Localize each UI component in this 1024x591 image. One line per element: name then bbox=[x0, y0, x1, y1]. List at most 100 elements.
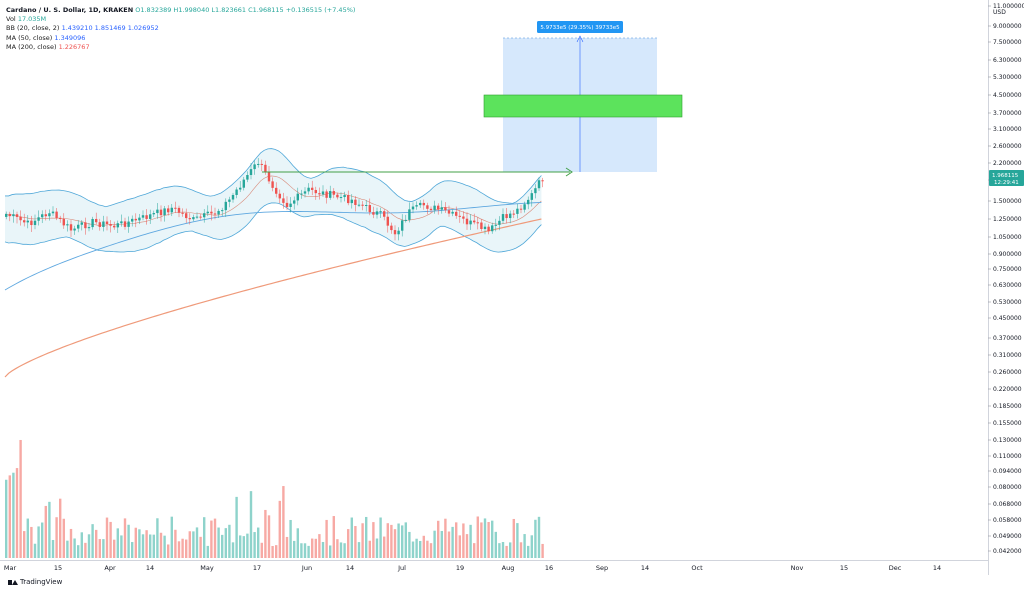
candle-body[interactable] bbox=[149, 214, 152, 219]
candle-body[interactable] bbox=[429, 208, 433, 211]
candle-body[interactable] bbox=[365, 205, 368, 207]
last-price-tag[interactable] bbox=[989, 170, 1024, 186]
candle-body[interactable] bbox=[242, 179, 245, 188]
candle-body[interactable] bbox=[451, 211, 454, 214]
candle-body[interactable] bbox=[23, 220, 26, 223]
candle-body[interactable] bbox=[465, 218, 469, 225]
candle-body[interactable] bbox=[138, 217, 141, 221]
candle-body[interactable] bbox=[134, 218, 137, 221]
candle-body[interactable] bbox=[343, 195, 346, 198]
candle-body[interactable] bbox=[408, 209, 411, 220]
candle-body[interactable] bbox=[303, 191, 307, 194]
candle-body[interactable] bbox=[177, 207, 181, 213]
legend-bb-row[interactable]: BB (20, close, 2) 1.439210 1.851469 1.02… bbox=[6, 24, 355, 33]
candle-body[interactable] bbox=[311, 187, 314, 190]
candle-body[interactable] bbox=[116, 223, 119, 228]
price-axis[interactable]: 11.000000 9.000000 7.500000 6.300000 5.30000… bbox=[988, 3, 1024, 555]
candle-body[interactable] bbox=[109, 224, 112, 226]
candle-body[interactable] bbox=[379, 211, 382, 213]
candle-body[interactable] bbox=[375, 211, 379, 215]
symbol-title[interactable]: Cardano / U. S. Dollar, 1D, KRAKEN bbox=[6, 6, 134, 14]
candle-body[interactable] bbox=[523, 204, 526, 210]
candle-body[interactable] bbox=[282, 198, 285, 203]
candle-body[interactable] bbox=[105, 221, 109, 225]
candle-body[interactable] bbox=[199, 216, 202, 218]
legend-volume-row[interactable]: Vol 17.035M bbox=[6, 15, 355, 24]
measure-label-box[interactable] bbox=[537, 21, 623, 33]
candle-body[interactable] bbox=[393, 230, 397, 235]
time-axis[interactable]: Mar 15 Apr 14 May 17 Jun 14 Jul 19 Aug 16 Sep 14 Oct No… bbox=[4, 564, 941, 572]
candle-body[interactable] bbox=[19, 216, 22, 221]
candle-body[interactable] bbox=[77, 224, 80, 229]
candle-body[interactable] bbox=[289, 203, 292, 207]
candle-body[interactable] bbox=[26, 220, 29, 223]
candle-body[interactable] bbox=[33, 220, 37, 226]
candle-body[interactable] bbox=[120, 221, 123, 224]
candle-body[interactable] bbox=[325, 191, 328, 198]
candle-body[interactable] bbox=[87, 227, 91, 229]
candle-body[interactable] bbox=[206, 211, 209, 214]
candle-body[interactable] bbox=[195, 216, 199, 218]
candle-body[interactable] bbox=[275, 187, 278, 194]
candle-body[interactable] bbox=[66, 224, 69, 226]
candle-body[interactable] bbox=[264, 164, 267, 172]
candle-body[interactable] bbox=[361, 204, 364, 206]
candle-body[interactable] bbox=[159, 209, 163, 216]
candle-body[interactable] bbox=[55, 211, 58, 218]
candle-body[interactable] bbox=[339, 197, 343, 199]
candle-body[interactable] bbox=[494, 224, 497, 226]
candle-body[interactable] bbox=[314, 189, 317, 194]
candle-body[interactable] bbox=[267, 171, 271, 182]
candle-body[interactable] bbox=[462, 216, 465, 219]
candle-body[interactable] bbox=[239, 187, 242, 190]
candle-body[interactable] bbox=[293, 200, 296, 204]
candle-body[interactable] bbox=[15, 214, 19, 217]
candle-body[interactable] bbox=[444, 207, 447, 211]
candle-body[interactable] bbox=[516, 208, 519, 214]
candle-body[interactable] bbox=[487, 226, 490, 232]
candle-body[interactable] bbox=[167, 208, 170, 213]
candle-body[interactable] bbox=[95, 218, 98, 223]
legend-ma50-row[interactable]: MA (50, close) 1.349096 bbox=[6, 34, 355, 43]
candle-body[interactable] bbox=[512, 213, 515, 215]
candle-body[interactable] bbox=[41, 214, 44, 218]
candle-body[interactable] bbox=[203, 213, 206, 218]
candle-body[interactable] bbox=[44, 214, 47, 217]
candle-body[interactable] bbox=[419, 202, 422, 206]
candle-body[interactable] bbox=[473, 220, 476, 223]
candle-body[interactable] bbox=[318, 193, 321, 195]
candle-body[interactable] bbox=[357, 204, 361, 206]
candle-body[interactable] bbox=[152, 213, 155, 215]
candle-body[interactable] bbox=[235, 189, 238, 195]
candle-body[interactable] bbox=[156, 209, 159, 214]
candle-body[interactable] bbox=[163, 208, 166, 216]
candle-body[interactable] bbox=[300, 193, 303, 195]
candle-body[interactable] bbox=[397, 230, 400, 235]
candle-body[interactable] bbox=[84, 222, 87, 229]
candle-body[interactable] bbox=[62, 218, 65, 226]
candle-body[interactable] bbox=[257, 163, 260, 165]
candle-body[interactable] bbox=[350, 199, 353, 204]
candle-body[interactable] bbox=[5, 213, 8, 217]
candle-body[interactable] bbox=[278, 193, 281, 199]
candle-body[interactable] bbox=[80, 222, 83, 225]
candle-body[interactable] bbox=[69, 224, 73, 231]
candle-body[interactable] bbox=[368, 205, 371, 213]
candle-body[interactable] bbox=[181, 212, 184, 214]
candle-body[interactable] bbox=[210, 211, 213, 214]
candle-body[interactable] bbox=[469, 220, 472, 225]
candle-body[interactable] bbox=[174, 207, 177, 209]
candle-body[interactable] bbox=[491, 225, 494, 232]
candle-body[interactable] bbox=[246, 175, 249, 180]
candle-body[interactable] bbox=[415, 205, 418, 207]
candle-body[interactable] bbox=[231, 194, 235, 200]
target-zone-box[interactable] bbox=[483, 94, 683, 118]
candle-body[interactable] bbox=[170, 207, 173, 213]
candle-body[interactable] bbox=[534, 188, 537, 194]
candle-body[interactable] bbox=[51, 211, 55, 214]
candle-body[interactable] bbox=[98, 222, 101, 227]
candle-body[interactable] bbox=[321, 191, 325, 195]
candle-body[interactable] bbox=[37, 217, 40, 221]
candle-body[interactable] bbox=[221, 210, 224, 212]
